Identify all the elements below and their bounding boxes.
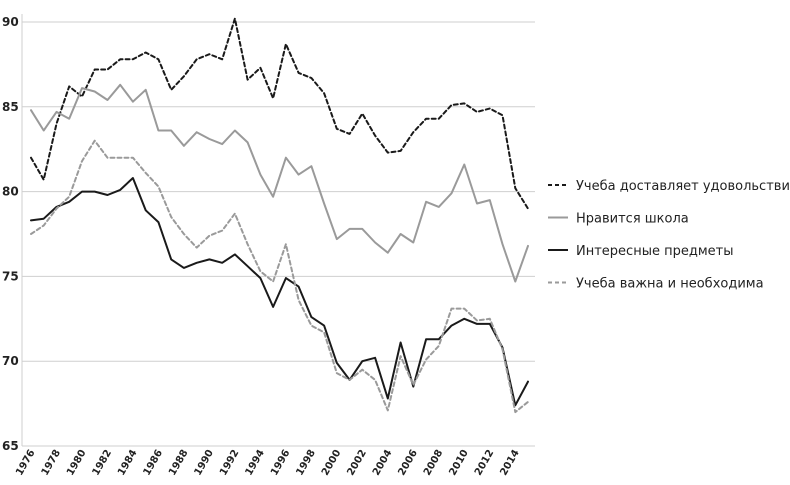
series-line-1 [30, 17, 529, 210]
legend-label: Учеба важна и необходима [576, 277, 764, 292]
series-lines [30, 17, 529, 414]
x-tick-label: 1998 [295, 448, 318, 478]
x-tick-label: 1986 [142, 448, 165, 478]
x-tick-label: 2008 [422, 448, 445, 478]
legend-label: Интересные предметы [576, 244, 733, 259]
y-tick-label: 80 [2, 185, 19, 199]
x-tick-label: 2002 [345, 448, 368, 478]
x-tick-label: 2004 [371, 448, 394, 478]
x-tick-label: 2006 [396, 448, 419, 478]
x-tick-label: 2012 [473, 448, 496, 478]
series-line-4 [30, 139, 529, 414]
x-tick-label: 1990 [193, 448, 216, 478]
gridlines [22, 21, 535, 447]
x-tick-label: 1996 [269, 448, 292, 478]
y-tick-label: 90 [2, 15, 19, 29]
x-tick-label: 2014 [498, 448, 521, 478]
y-axis: 65 70 75 80 85 90 [2, 14, 23, 453]
x-tick-label: 1980 [65, 448, 88, 478]
x-tick-label: 1978 [40, 448, 63, 478]
x-tick-label: 1982 [91, 448, 114, 478]
x-tick-label: 2000 [320, 448, 343, 478]
y-tick-label: 85 [2, 100, 19, 114]
legend-label: Учеба доставляет удовольствие [576, 179, 790, 194]
x-axis: 1976 1978 1980 1982 1984 1986 1988 1990 1992 1994… [14, 448, 522, 478]
x-tick-label: 1984 [116, 448, 139, 478]
x-tick-label: 2010 [447, 448, 470, 478]
x-tick-label: 1988 [167, 448, 190, 478]
legend: Учеба доставляет удовольствие Нравится шк… [548, 179, 790, 292]
series-line-2 [30, 83, 529, 283]
y-tick-label: 65 [2, 439, 19, 453]
y-tick-label: 75 [2, 269, 19, 283]
legend-label: Нравится школа [576, 212, 689, 227]
series-line-3 [30, 177, 529, 407]
x-tick-label: 1992 [218, 448, 241, 478]
x-tick-label: 1994 [244, 448, 267, 478]
y-tick-label: 70 [2, 354, 19, 368]
